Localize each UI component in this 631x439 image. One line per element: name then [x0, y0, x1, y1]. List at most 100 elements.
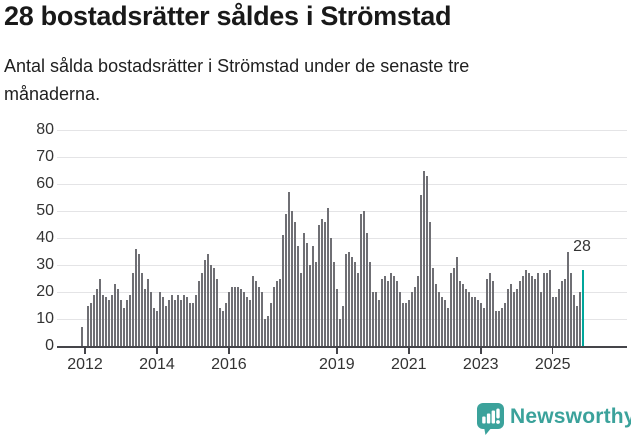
bar: [239, 289, 243, 346]
bar: [470, 297, 473, 346]
bar: [476, 300, 479, 346]
bar: [521, 275, 524, 346]
bar: [563, 278, 566, 346]
last-value-annotation: 28: [573, 238, 591, 255]
bar: [299, 273, 302, 346]
bar: [194, 294, 198, 346]
bar: [512, 292, 515, 346]
x-tick-label: 2023: [462, 356, 499, 373]
bar: [341, 305, 344, 346]
bar: [539, 292, 542, 346]
bar: [179, 300, 183, 346]
bar: [548, 270, 551, 346]
bar: [155, 310, 159, 346]
x-tick: [407, 347, 410, 354]
bar: [446, 308, 449, 346]
bar: [503, 302, 506, 346]
bar: [356, 273, 359, 346]
bar: [359, 213, 362, 346]
bar: [326, 208, 329, 346]
bar: [164, 305, 168, 346]
y-tick-label: 40: [36, 229, 54, 246]
x-tick: [84, 347, 86, 354]
bar: [494, 310, 497, 346]
bar: [209, 265, 213, 346]
bar: [158, 292, 162, 346]
bar: [173, 300, 177, 346]
bar: [113, 283, 117, 346]
bar: [161, 297, 165, 346]
bar: [233, 286, 237, 346]
bar: [467, 292, 470, 346]
bar: [449, 273, 452, 346]
bar: [131, 273, 135, 346]
x-tick: [336, 347, 338, 354]
bar: [533, 278, 536, 346]
bar: [437, 292, 440, 346]
bar: [110, 294, 114, 346]
bar: [422, 170, 425, 346]
bar: [542, 273, 545, 346]
y-tick-label: 20: [36, 283, 54, 300]
gridline: [57, 292, 627, 293]
bar: [572, 294, 575, 346]
bar: [302, 232, 305, 346]
bar: [530, 275, 533, 346]
x-tick: [156, 347, 158, 354]
x-axis-line: [57, 346, 627, 348]
bar: [284, 213, 287, 346]
bar: [551, 297, 554, 346]
bar: [497, 310, 500, 346]
bar: [344, 254, 347, 346]
bar: [506, 289, 509, 346]
bar: [227, 292, 231, 346]
bar: [536, 273, 539, 346]
bar: [245, 297, 249, 346]
bar: [167, 300, 171, 346]
bar: [128, 294, 132, 346]
bar: [527, 273, 530, 346]
brand-name: Newsworthy: [510, 405, 631, 428]
bar: [236, 286, 240, 346]
y-tick-label: 10: [36, 310, 54, 327]
gridline: [57, 238, 627, 239]
bar: [278, 278, 281, 346]
bar: [560, 281, 563, 346]
newsworthy-branding: Newsworthy: [477, 403, 631, 436]
bar: [389, 273, 392, 346]
bar: [257, 286, 261, 346]
bar: [80, 327, 84, 346]
bar: [557, 289, 560, 346]
bar: [392, 275, 395, 346]
newsworthy-logo-icon: [477, 403, 504, 435]
bar: [206, 254, 210, 346]
bar: [452, 267, 455, 346]
bar: [575, 305, 578, 346]
bar: [464, 289, 467, 346]
bar: [260, 292, 264, 346]
bar: [152, 308, 156, 346]
bar: [143, 289, 147, 346]
gridline: [57, 184, 627, 185]
bar: [365, 232, 368, 346]
bar: [488, 273, 491, 346]
bar: [125, 300, 129, 346]
bar: [350, 256, 353, 346]
bar: [218, 308, 222, 346]
bar: [578, 292, 581, 346]
bar: [554, 297, 557, 346]
y-tick-label: 30: [36, 256, 54, 273]
bar: [332, 262, 335, 346]
bar: [362, 211, 365, 346]
bar: [314, 262, 317, 346]
x-tick-label: 2021: [390, 356, 427, 373]
bar: [140, 273, 144, 346]
bar: [251, 275, 255, 346]
bar: [401, 302, 404, 346]
bar: [374, 292, 377, 346]
bar: [89, 302, 93, 346]
bar: [482, 308, 485, 346]
bar: [347, 251, 350, 346]
bar: [524, 270, 527, 346]
page-title: 28 bostadsrätter såldes i Strömstad: [4, 1, 452, 31]
